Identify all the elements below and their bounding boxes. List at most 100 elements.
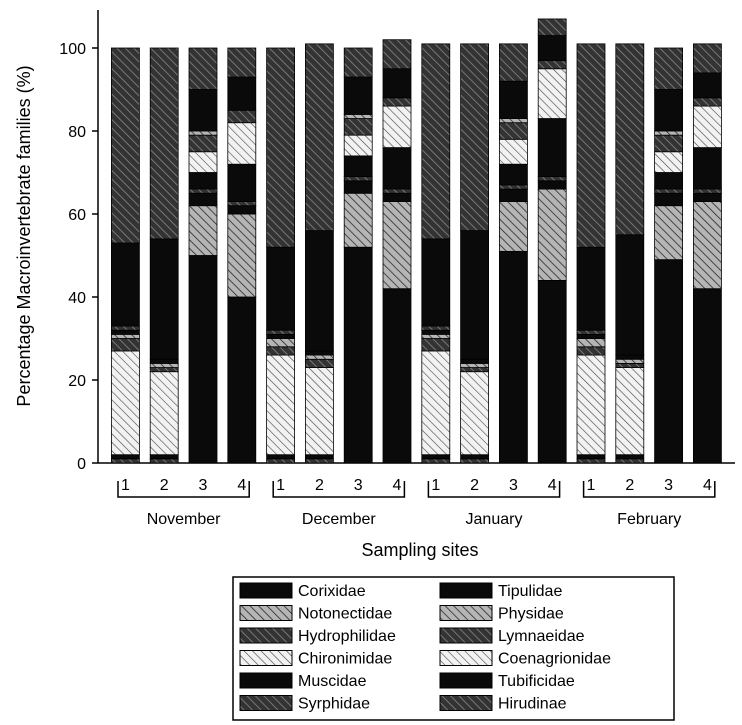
bar-segment (498, 80, 528, 119)
bar-segment (693, 188, 722, 194)
bar-segment (460, 230, 490, 360)
bar-segment (421, 454, 451, 460)
bar-segment (382, 105, 412, 148)
x-axis-site-labels: 1 2 3 4 1 2 3 4 1 2 3 4 1 2 3 4 (121, 477, 712, 494)
legend-label: Corixidae (298, 583, 366, 600)
bar-segment (537, 176, 567, 182)
bar-segment (421, 43, 451, 240)
bar-segment (576, 43, 606, 248)
bar-segment (537, 118, 567, 178)
bar-segment (382, 147, 412, 190)
bar-segment (149, 367, 179, 373)
bar-segment (460, 454, 490, 460)
x-tick-label: 3 (199, 477, 208, 494)
legend-label: Lymnaeidae (498, 628, 585, 645)
bar-segment (498, 184, 528, 190)
y-axis-ticks: 0 20 40 60 80 100 (59, 41, 98, 473)
x-tick-label: 1 (121, 477, 130, 494)
legend-label: Coenagrionidae (498, 651, 611, 668)
bar-segment (149, 362, 179, 368)
x-tick-label: 2 (625, 477, 634, 494)
bar-segment (343, 155, 373, 178)
bar-segment (654, 188, 683, 194)
bar-segment (304, 43, 334, 231)
bar-segment (498, 188, 528, 202)
bar-segment (149, 458, 179, 464)
x-tick-label: 2 (160, 477, 169, 494)
legend-label: Physidae (498, 606, 564, 623)
legend: Corixidae Notonectidae Hydrophilidae Chiron… (232, 576, 675, 721)
bar-segment (693, 192, 722, 202)
bar-segment (343, 76, 373, 115)
legend-swatch (239, 672, 293, 689)
bar-segment (149, 238, 179, 360)
bar-segment (304, 454, 334, 460)
bar-segment (227, 205, 257, 215)
bar-segment (111, 338, 140, 352)
bar-segment (498, 118, 528, 124)
bar-segment (693, 105, 722, 148)
month-label: February (617, 511, 681, 528)
bar-segment (382, 288, 412, 464)
legend-swatch (439, 650, 493, 666)
bar-segment (693, 201, 722, 290)
bar-segment (382, 39, 412, 70)
bar-segment (498, 163, 528, 186)
bar-segment (304, 458, 334, 464)
bar-segment (188, 130, 218, 136)
legend-swatch (439, 582, 493, 599)
bar-segment (304, 358, 334, 368)
bar-segment (266, 354, 296, 456)
x-axis-month-brackets: November December January February (117, 481, 716, 528)
bar-segment (343, 176, 373, 182)
x-tick-label: 4 (548, 477, 557, 494)
bar-segment (460, 43, 490, 231)
bar-segment (382, 97, 412, 107)
bar-segment (654, 47, 683, 90)
bar-segment (576, 246, 606, 331)
bar-segment (537, 68, 567, 119)
bar-segment (537, 35, 567, 61)
bar-segment (537, 18, 567, 36)
bar-segment (188, 134, 218, 153)
bar-segment (615, 458, 645, 464)
bar-segment (421, 333, 451, 339)
bar-segment (188, 255, 218, 464)
bar-segment (382, 201, 412, 290)
bar-segment (227, 122, 257, 165)
y-tick-label: 80 (68, 124, 86, 141)
y-axis-title: Percentage Macroinvertebrate families (%… (14, 65, 34, 406)
bar-segment (654, 172, 683, 190)
bar-segment (460, 362, 490, 368)
bar-segment (576, 329, 606, 335)
x-tick-label: 1 (431, 477, 440, 494)
bar-segment (304, 230, 334, 352)
bar-segment (421, 329, 451, 335)
y-tick-label: 0 (77, 456, 86, 473)
bar-segment (266, 47, 296, 248)
bar-segment (266, 329, 296, 335)
bar-segment (615, 358, 645, 364)
bar-segment (537, 188, 567, 281)
bars-layer (111, 18, 722, 464)
bar-segment (615, 354, 645, 360)
bar-segment (382, 68, 412, 99)
legend-label: Tipulidae (498, 583, 562, 600)
legend-swatch (439, 695, 493, 711)
month-bracket (272, 481, 406, 498)
x-tick-label: 4 (393, 477, 402, 494)
legend-swatch (439, 672, 493, 689)
x-axis-title: Sampling sites (361, 540, 478, 560)
bar-segment (382, 188, 412, 194)
bar-segment (227, 213, 257, 298)
x-tick-label: 3 (664, 477, 673, 494)
legend-swatch (239, 695, 293, 711)
bar-segment (460, 458, 490, 464)
bar-segment (576, 338, 606, 348)
bar-segment (266, 338, 296, 348)
bar-segment (149, 454, 179, 460)
bar-segment (460, 371, 490, 456)
bar-segment (693, 97, 722, 107)
bar-segment (188, 205, 218, 256)
